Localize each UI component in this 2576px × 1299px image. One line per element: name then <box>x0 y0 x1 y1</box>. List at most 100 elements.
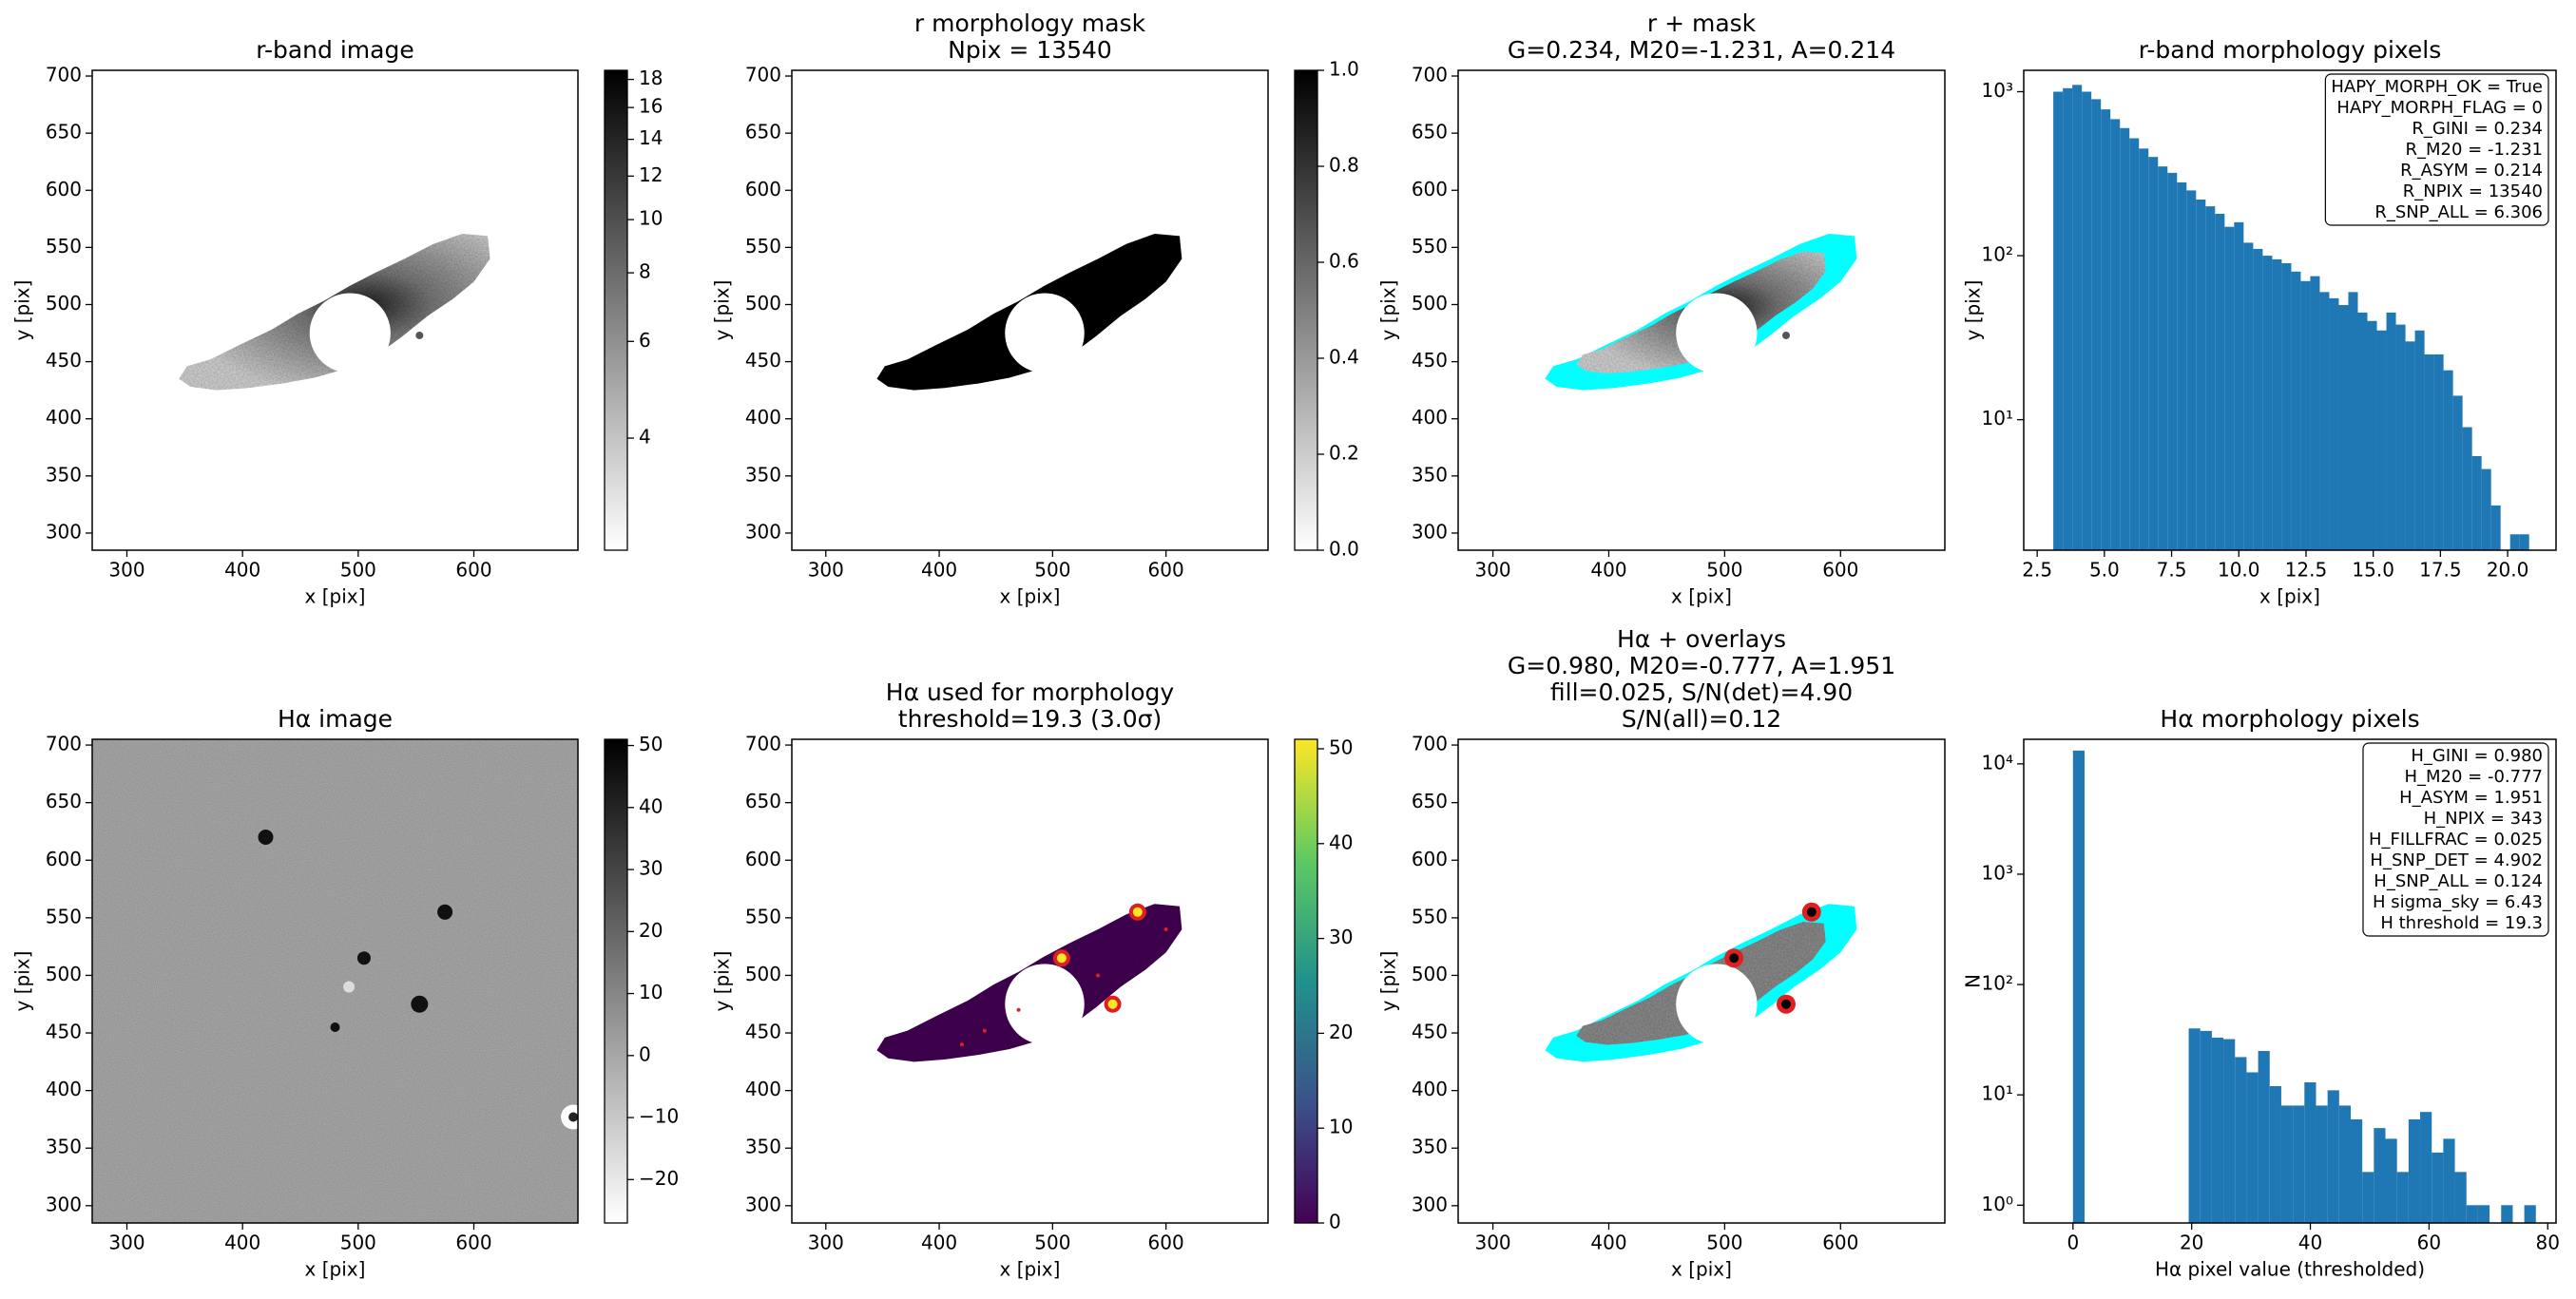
bar <box>2223 1039 2236 1223</box>
masked-star <box>1676 964 1758 1045</box>
masked-star <box>1005 293 1085 373</box>
bar <box>2477 1205 2490 1223</box>
colorbar-tick-label: 50 <box>1329 735 1353 758</box>
bar <box>2280 1105 2294 1223</box>
chart-title: r-band image <box>256 36 413 64</box>
x-axis-label: Hα pixel value (thresholded) <box>2155 1258 2425 1281</box>
bar <box>2243 242 2254 550</box>
x-tick-label: 7.5 <box>2157 559 2187 582</box>
y-tick-label: 450 <box>745 1021 781 1043</box>
source <box>1781 331 1790 339</box>
chart-title: Hα image <box>278 705 393 733</box>
annotation: R_GINI = 0.234 <box>2412 119 2543 139</box>
source <box>1016 1007 1021 1012</box>
x-tick-label: 300 <box>108 1232 144 1254</box>
plot-area <box>876 903 1182 1062</box>
colorbar-tick-label: 14 <box>639 126 663 149</box>
y-tick-label: 600 <box>745 848 781 870</box>
bar <box>2120 127 2130 550</box>
x-tick-label: 5.0 <box>2089 559 2120 582</box>
x-tick-label: 600 <box>455 559 491 582</box>
y-tick-label: 600 <box>46 848 82 870</box>
colorbar-tick-label: 8 <box>639 260 651 283</box>
x-tick-label: 400 <box>224 1232 260 1254</box>
bar <box>2524 1205 2536 1223</box>
y-tick-label: 650 <box>1412 121 1448 143</box>
source <box>1132 907 1143 917</box>
annotation: H threshold = 19.3 <box>2380 913 2543 933</box>
annotation: H_ASYM = 1.951 <box>2399 788 2543 808</box>
chart-title: threshold=19.3 (3.0σ) <box>898 705 1162 733</box>
source <box>982 1028 987 1033</box>
y-tick-label: 450 <box>745 349 781 372</box>
colorbar-tick-label: 6 <box>639 329 651 352</box>
colorbar <box>604 69 628 551</box>
y-tick-label: 700 <box>46 64 82 86</box>
panel: 300 400 500 600300350400450500550600650700x… <box>11 705 680 1281</box>
annotation: H_M20 = -0.777 <box>2404 767 2543 787</box>
plot-area <box>1545 902 1857 1062</box>
bar <box>2432 1152 2444 1223</box>
panel: 0 20 40 60 80 10⁰ 10¹ 10² 10³ 10⁴ Hα pixel value (… <box>1962 705 2560 1281</box>
colorbar-tick-label: 20 <box>639 919 663 942</box>
panel: 300 400 500 600300350400450500550600650700x… <box>1377 625 1946 1281</box>
y-tick-label: 350 <box>1412 1136 1448 1158</box>
y-tick-label: 600 <box>46 178 82 201</box>
source <box>1729 953 1740 964</box>
colorbar-tick-label: −10 <box>639 1105 679 1128</box>
x-axis-label: x [pix] <box>1000 1258 1061 1281</box>
x-tick-label: 600 <box>1148 1232 1184 1254</box>
y-axis-label: y [pix] <box>711 280 734 341</box>
bar <box>2316 1105 2328 1223</box>
x-tick-label: 400 <box>224 559 260 582</box>
bar <box>2471 455 2482 550</box>
y-tick-label: 350 <box>1412 463 1448 486</box>
colorbar-tick-label: 30 <box>1329 926 1353 948</box>
bar <box>2101 109 2111 550</box>
x-tick-label: 400 <box>1590 1232 1626 1254</box>
chart-title: G=0.234, M20=-1.231, A=0.214 <box>1508 36 1895 64</box>
annotation: H_FILLFRAC = 0.025 <box>2369 830 2543 850</box>
y-tick-label: 300 <box>745 520 781 543</box>
bar <box>2509 534 2520 550</box>
y-tick-label: 650 <box>745 790 781 812</box>
x-axis-label: x [pix] <box>305 1258 366 1281</box>
bar <box>2443 1138 2455 1223</box>
bar <box>2357 312 2368 550</box>
x-tick-label: 500 <box>1034 1232 1070 1254</box>
source <box>1107 999 1118 1009</box>
x-tick-label: 400 <box>921 1232 957 1254</box>
x-tick-label: 500 <box>1706 559 1742 582</box>
x-tick-label: 10.0 <box>2218 559 2260 582</box>
y-tick-label: 350 <box>745 1136 781 1158</box>
colorbar-tick-label: 0.6 <box>1329 250 1359 273</box>
colorbar-tick-label: 40 <box>639 794 663 817</box>
x-tick-label: 500 <box>1034 559 1070 582</box>
bar <box>2139 148 2149 550</box>
bar <box>2129 138 2140 550</box>
x-tick-label: 600 <box>455 1232 491 1254</box>
x-tick-label: 600 <box>1148 559 1184 582</box>
colorbar-tick-label: 40 <box>1329 831 1353 853</box>
y-tick-label: 10¹ <box>1982 407 2013 430</box>
annotation: R_M20 = -1.231 <box>2406 140 2544 160</box>
annotation: R_NPIX = 13540 <box>2403 181 2543 201</box>
colorbar-tick-label: 30 <box>639 857 663 880</box>
y-tick-label: 300 <box>46 520 82 543</box>
y-axis-label: y [pix] <box>711 951 734 1012</box>
axes-frame <box>91 738 579 1224</box>
colorbar-tick-label: 0.2 <box>1329 442 1359 465</box>
y-tick-label: 700 <box>1412 733 1448 755</box>
panel: 300 400 500 600300350400450500550600650700x… <box>11 36 663 608</box>
bar <box>2408 1118 2421 1223</box>
source <box>330 1022 340 1032</box>
x-tick-label: 17.5 <box>2419 559 2462 582</box>
y-tick-label: 500 <box>46 963 82 985</box>
colorbar-tick-label: 20 <box>1329 1021 1353 1043</box>
x-tick-label: 0 <box>2067 1232 2079 1254</box>
y-tick-label: 10³ <box>1982 861 2013 884</box>
y-tick-label: 700 <box>46 733 82 755</box>
bar <box>2196 199 2206 550</box>
bar <box>2385 1138 2397 1223</box>
bar <box>2158 166 2168 550</box>
